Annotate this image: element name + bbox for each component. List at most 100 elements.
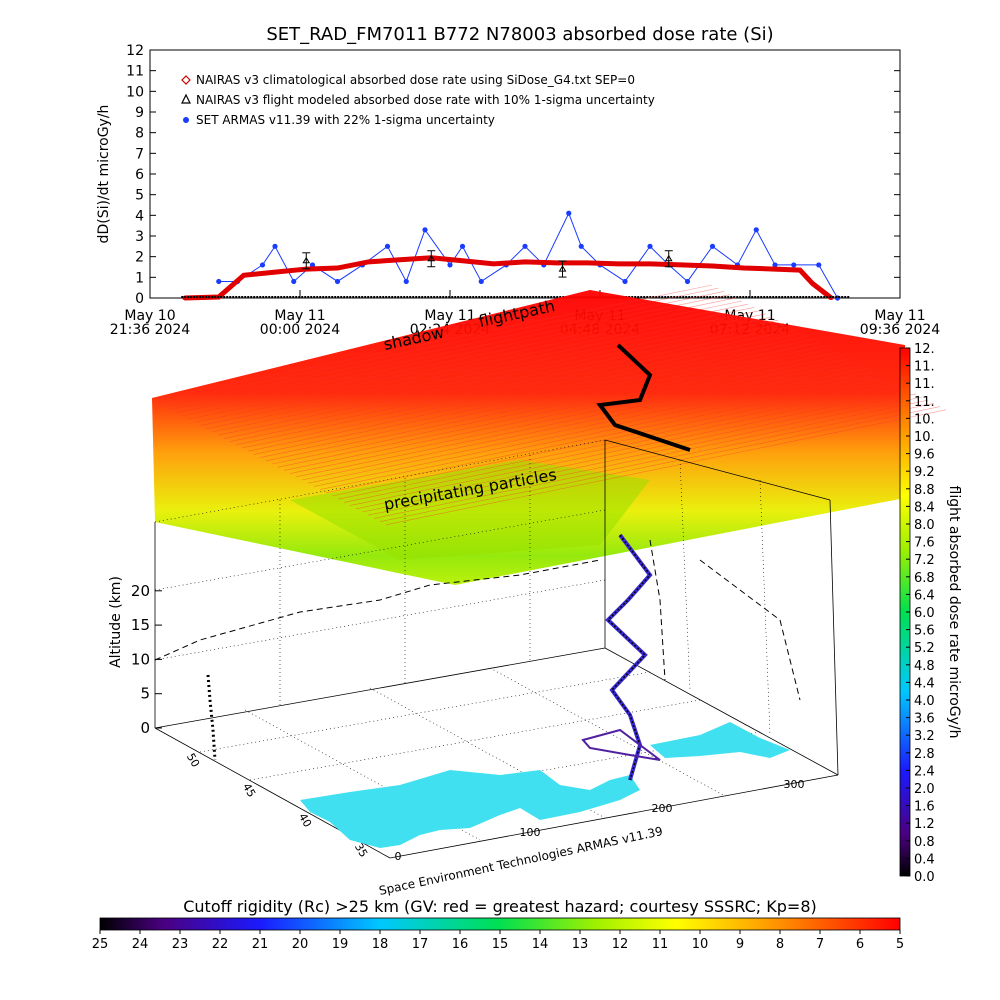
sheet-stripe [385,409,947,526]
dose-colorbar-tick-label: 3.6 [914,712,935,727]
armas-point [478,278,484,285]
sheet-stripe [199,310,761,426]
y-tick-label: 7 [135,146,144,162]
dose-colorbar-tick-label: 8.4 [914,500,935,515]
armas-point [684,278,691,285]
nairas-clim-point [554,260,559,265]
cutoff-tick-label: 21 [252,937,269,952]
armas-point [334,278,341,285]
armas-point [291,278,297,285]
nairas-clim-point [273,270,277,275]
cutoff-tick-label: 7 [816,937,824,952]
cutoff-tick-label: 16 [452,937,469,952]
x-tick-label-date: May 11 [424,308,475,324]
nairas-clim-point [366,259,371,264]
sheet-stripe [181,300,743,417]
dose-rate-colorbar: 0.0 0.4 0.8 1.2 1.6 2.0 2.4 2.8 3.2 3.6 4.0 4.4 4.8 5… [899,342,962,885]
sheet-stripe [331,380,893,497]
y-tick-label: 2 [135,250,144,266]
sheet-stripe [217,319,779,436]
lat-tick-label: 50 [184,751,202,770]
nairas-clim-point [585,260,590,265]
x-tick-label-time: 09:36 2024 [860,322,941,338]
dose-colorbar-tick-label: 7.2 [914,553,935,568]
armas-point [772,262,778,268]
sheet-stripe [337,383,899,500]
nairas-flight-point [558,265,567,272]
sheet-stripe [313,371,875,487]
dose-colorbar-tick-label: 4.8 [914,659,935,674]
nairas-clim-point [241,273,246,278]
north-america-land [650,722,790,758]
cutoff-rigidity-colorbar: Cutoff rigidity (Rc) >25 km (GV: red = g… [92,897,904,952]
dose-colorbar-tick-label: 4.0 [914,694,935,709]
cutoff-tick-label: 24 [132,937,149,952]
y-tick-label: 6 [135,167,144,183]
armas-point [522,243,528,249]
cutoff-tick-label: 5 [896,937,904,952]
armas-point [578,243,584,249]
legend-label: NAIRAS v3 flight modeled absorbed dose r… [196,93,655,107]
dose-colorbar-tick-label: 9.6 [914,448,935,463]
sheet-stripe [349,390,911,506]
sheet-stripe [307,367,869,484]
armas-point [709,243,716,249]
cutoff-tick-label: 13 [572,937,589,952]
z-tick-label: 10 [131,650,150,668]
cutoff-title: Cutoff rigidity (Rc) >25 km (GV: red = g… [183,897,817,916]
dose-colorbar-tick-label: 6.0 [914,606,935,621]
cutoff-tick-label: 14 [532,937,549,952]
dose-rate-chart: SET_RAD_FM7011 B772 N78003 absorbed dose… [96,24,940,338]
armas-point [309,262,316,268]
cutoff-tick-label: 6 [856,937,864,952]
dose-colorbar-tick-label: 7.6 [914,536,935,551]
sheet-stripe [211,316,773,433]
dose-colorbar-tick-label: 1.2 [914,817,935,832]
sheet-low-dose-region [290,460,650,560]
dose-colorbar-label: flight absorbed dose rate microGy/h [946,486,962,739]
triangle-icon [181,93,191,104]
shadow-path-line [154,559,601,661]
sheet-stripe [247,335,809,452]
nairas-clim-point [648,261,652,266]
legend: NAIRAS v3 climatological absorbed dose r… [181,73,655,127]
sheet-stripe [175,297,737,414]
sheet-stripe [277,351,839,468]
dose-colorbar-tick-label: 6.4 [914,588,935,603]
cutoff-tick-label: 8 [776,937,784,952]
flight-path-3d [206,343,691,781]
europe-africa-land [300,770,640,848]
lat-tick-label: 35 [352,841,370,860]
armas-point [791,262,797,268]
armas-point [753,227,759,233]
lat-tick-label: 45 [240,781,258,800]
z-axis-label: Altitude (km) [108,576,124,668]
y-tick-label: 1 [135,270,144,286]
y-tick-label: 3 [135,229,144,245]
sheet-stripe [151,284,713,401]
sheet-stripe [169,294,731,410]
dose-colorbar-tick-label: 10. [914,430,935,445]
sheet-stripe [205,313,767,430]
land-map [300,722,790,848]
sheet-stripe [271,348,833,465]
y-tick-label: 8 [135,126,144,142]
x-tick-label-date: May 11 [874,308,925,324]
nairas-clim-point [523,259,527,264]
dose-colorbar-tick-label: 10. [914,412,935,427]
nairas-flight-point [664,254,673,262]
sheet-stripe [241,332,803,449]
sheet-stripe [301,364,863,481]
armas-point [216,278,222,285]
lon-tick-label: 200 [652,802,673,815]
armas-point [647,243,653,249]
dose-colorbar-tick-label: 2.8 [914,747,935,762]
dose-colorbar-tick-label: 6.8 [914,571,935,586]
z-axis: 0 5 10 15 20 [131,582,162,737]
x-tick-label-date: May 10 [124,308,175,324]
dose-colorbar-tick-label: 9.2 [914,465,935,480]
cutoff-tick-label: 20 [292,937,309,952]
latitude-axis: 50 45 40 35 [184,751,370,860]
sheet-stripe [319,374,881,490]
